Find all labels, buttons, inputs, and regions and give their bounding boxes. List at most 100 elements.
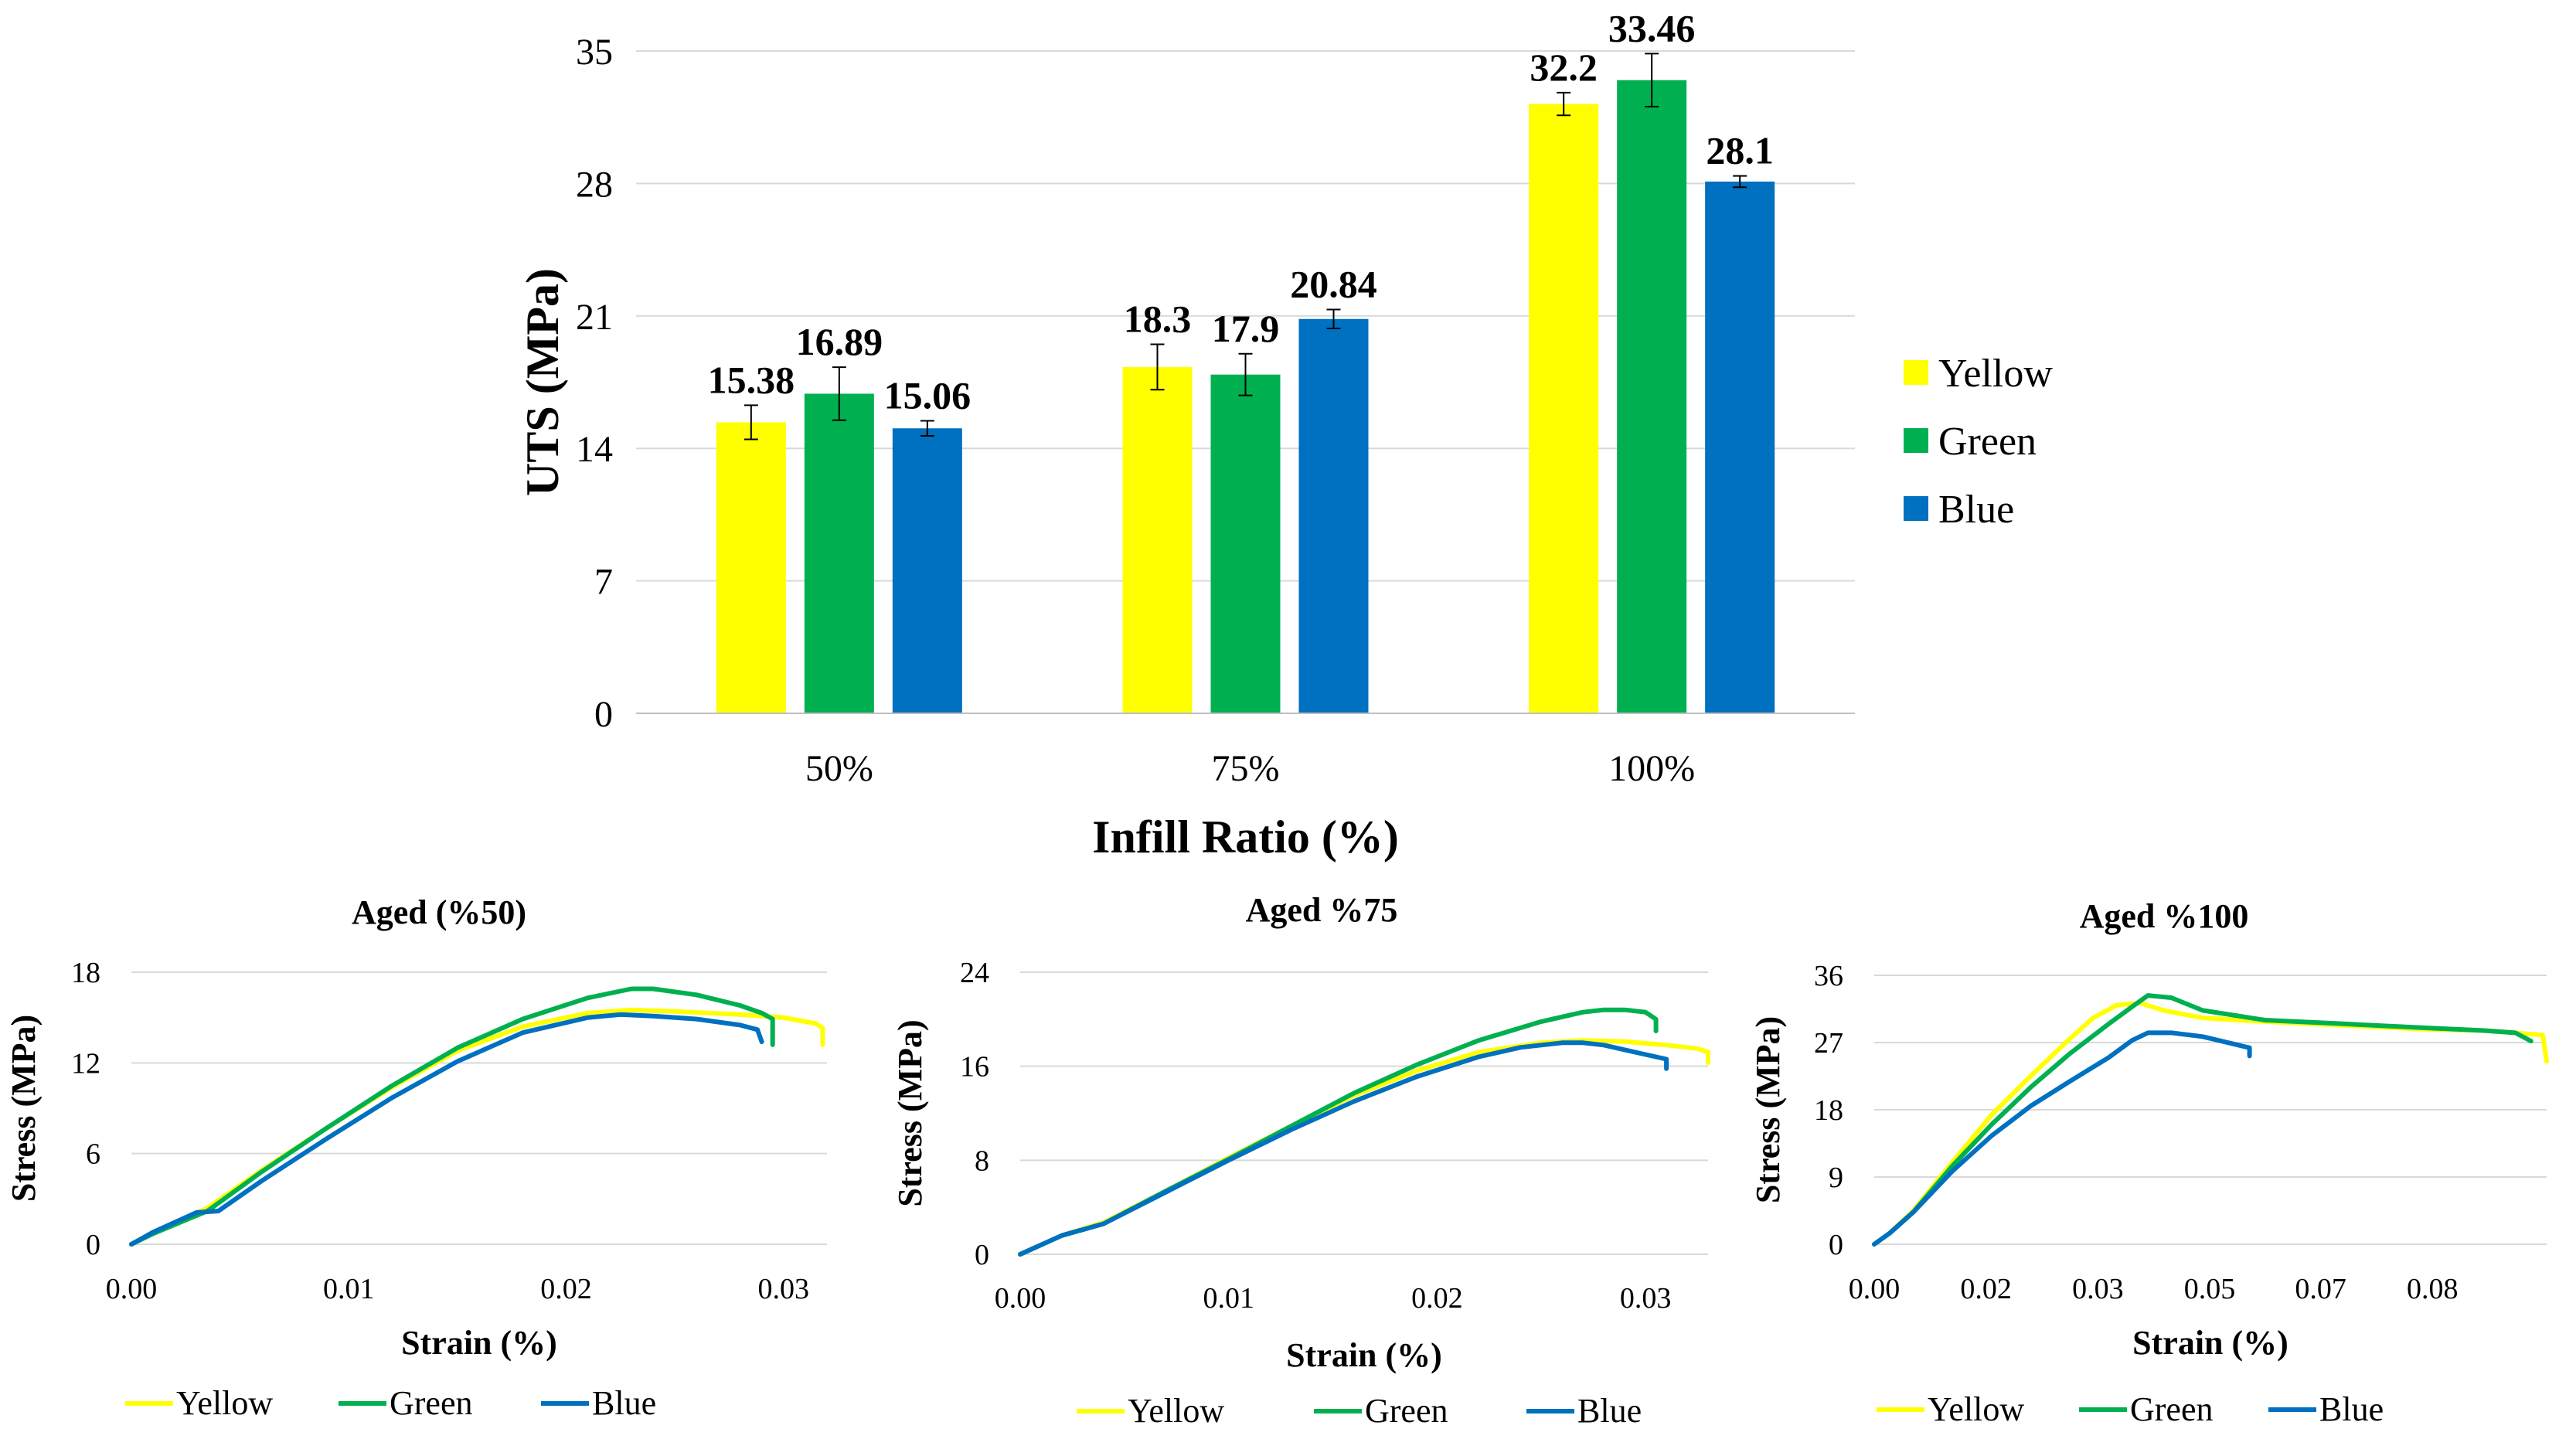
x-tick-label: 0.00 <box>1849 1273 1901 1305</box>
y-axis-title: Stress (MPa) <box>1749 1016 1787 1203</box>
error-bar <box>1326 308 1341 329</box>
error-bar <box>1238 352 1253 396</box>
x-tick-label: 75% <box>1212 748 1280 789</box>
data-label: 18.3 <box>1124 298 1192 341</box>
x-tick-label: 0.03 <box>2072 1273 2124 1305</box>
y-tick-label: 0 <box>86 1229 100 1261</box>
legend: Yellow Green Blue <box>1904 352 2053 532</box>
data-label: 28.1 <box>1706 129 1774 172</box>
bar-blue-50% <box>892 428 962 713</box>
x-axis-title: Infill Ratio (%) <box>1092 811 1399 862</box>
y-tick-label: 28 <box>576 164 613 205</box>
x-tick-label: 0.02 <box>1960 1273 2012 1305</box>
legend-swatch-yellow <box>1904 360 1928 385</box>
legend: Yellow Green Blue <box>1077 1392 1642 1430</box>
y-tick-label: 36 <box>1814 960 1843 992</box>
y-tick-label: 21 <box>576 297 613 338</box>
bar-blue-100% <box>1705 181 1775 714</box>
chart-title: Aged %100 <box>2080 897 2249 935</box>
x-tick-label: 0.05 <box>2184 1273 2236 1305</box>
legend-label: Blue <box>1577 1392 1642 1430</box>
y-tick-label: 14 <box>576 429 613 470</box>
error-bar <box>832 366 846 421</box>
line-yellow <box>1018 1038 1710 1257</box>
bar-yellow-100% <box>1529 104 1599 713</box>
y-tick-label: 6 <box>86 1138 100 1171</box>
bar-green-50% <box>804 393 874 713</box>
line-blue <box>1018 1040 1669 1257</box>
y-tick-label: 0 <box>594 694 613 735</box>
legend: Yellow Green Blue <box>125 1384 656 1422</box>
y-tick-label: 9 <box>1829 1162 1843 1194</box>
bar-green-75% <box>1210 374 1281 713</box>
y-tick-label: 18 <box>1814 1094 1843 1127</box>
y-tick-label: 18 <box>71 957 100 989</box>
error-bar <box>744 404 758 441</box>
x-tick-label: 0.02 <box>1411 1282 1463 1315</box>
x-tick-label: 0.01 <box>1203 1282 1254 1315</box>
stress-strain-chart-2: 0 8 16 24 0.00 0.01 0.02 0.03 Aged %75 Strain (%)… <box>891 891 1710 1430</box>
line-blue <box>1872 1030 2252 1247</box>
x-axis-title: Strain (%) <box>1286 1336 1442 1374</box>
x-tick-label: 0.03 <box>1620 1282 1672 1315</box>
legend-label: Green <box>2130 1390 2214 1428</box>
x-tick-label: 0.08 <box>2407 1273 2459 1305</box>
y-tick-label: 8 <box>975 1145 989 1177</box>
x-axis-title: Strain (%) <box>2132 1324 2288 1362</box>
data-label: 15.38 <box>708 358 795 401</box>
legend-label: Green <box>390 1384 473 1422</box>
legend-label: Green <box>1365 1392 1448 1430</box>
y-axis-title: UTS (MPa) <box>517 268 568 496</box>
y-tick-label: 27 <box>1814 1027 1843 1060</box>
y-tick-label: 16 <box>960 1051 989 1084</box>
data-label: 33.46 <box>1608 6 1696 49</box>
chart-title: Aged %75 <box>1246 891 1398 929</box>
legend-label: Green <box>1938 420 2037 464</box>
y-tick-label: 0 <box>1829 1229 1843 1261</box>
legend-label: Yellow <box>1128 1392 1224 1430</box>
error-bar <box>1557 91 1571 117</box>
chart-title: Aged (%50) <box>352 893 526 931</box>
legend-swatch-blue <box>1904 496 1928 521</box>
legend-swatch-green <box>1904 428 1928 453</box>
legend-label: Yellow <box>176 1384 273 1422</box>
line-blue <box>129 1012 764 1247</box>
legend: Yellow Green Blue <box>1877 1390 2384 1428</box>
legend-label: Blue <box>592 1384 656 1422</box>
data-label: 17.9 <box>1212 307 1280 350</box>
x-tick-label: 0.03 <box>758 1273 810 1305</box>
error-bar <box>1645 53 1659 107</box>
legend-label: Blue <box>1938 488 2014 532</box>
legend-label: Yellow <box>1928 1390 2024 1428</box>
x-tick-label: 0.07 <box>2295 1273 2346 1305</box>
error-bar <box>1150 343 1165 391</box>
stress-strain-chart-1: 0 6 12 18 0.00 0.01 0.02 0.03 Aged (%50) Strain (… <box>5 893 827 1422</box>
x-tick-label: 0.02 <box>540 1273 592 1305</box>
legend-label: Blue <box>2319 1390 2384 1428</box>
y-tick-label: 0 <box>975 1239 989 1271</box>
x-tick-label: 0.01 <box>323 1273 375 1305</box>
x-axis-title: Strain (%) <box>401 1324 557 1362</box>
y-tick-label: 7 <box>594 562 613 603</box>
bar-yellow-50% <box>716 422 786 713</box>
data-label: 16.89 <box>796 320 883 363</box>
error-bar <box>920 420 934 437</box>
y-tick-label: 24 <box>960 957 989 989</box>
y-tick-label: 12 <box>71 1047 100 1080</box>
legend-label: Yellow <box>1938 352 2053 396</box>
y-axis-title: Stress (MPa) <box>891 1019 929 1206</box>
stress-strain-chart-3: 0 9 18 27 36 0.00 0.02 0.03 0.05 0.07 0.08 Aged %10… <box>1749 897 2549 1428</box>
x-tick-label: 50% <box>805 748 873 789</box>
x-tick-label: 100% <box>1608 748 1695 789</box>
bar-green-100% <box>1617 80 1687 713</box>
y-tick-label: 35 <box>576 32 613 73</box>
bar-yellow-75% <box>1122 366 1193 713</box>
x-tick-label: 0.00 <box>106 1273 158 1305</box>
x-tick-label: 0.00 <box>995 1282 1046 1315</box>
data-label: 20.84 <box>1290 262 1377 305</box>
data-label: 32.2 <box>1530 46 1598 89</box>
data-label: 15.06 <box>884 373 972 417</box>
y-axis-title: Stress (MPa) <box>5 1015 43 1202</box>
